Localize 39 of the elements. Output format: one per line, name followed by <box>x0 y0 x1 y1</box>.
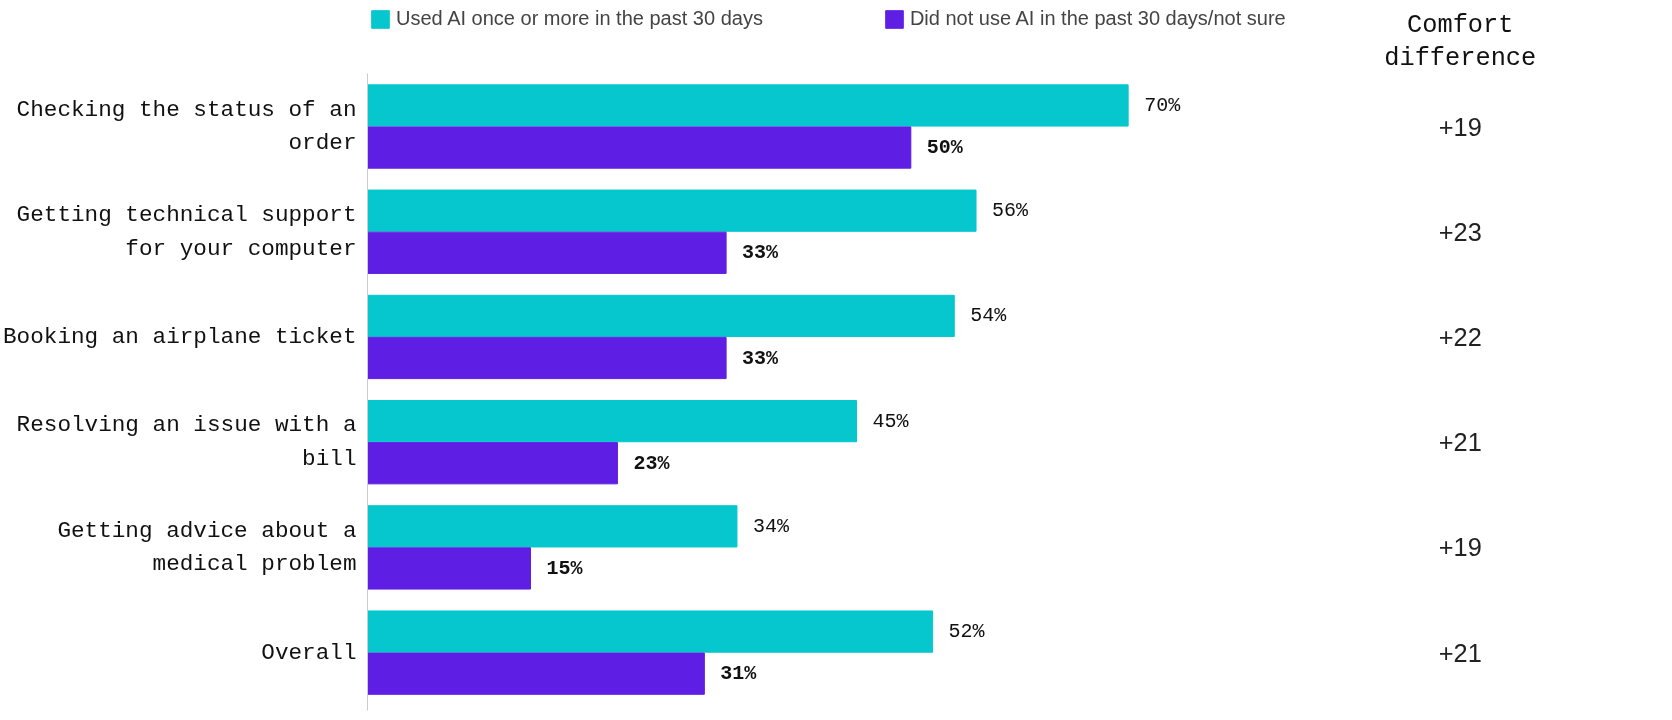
data-label: 52% <box>948 620 986 644</box>
data-label: 56% <box>992 199 1030 223</box>
bar <box>367 84 1129 127</box>
y-tick-label: Overall <box>261 639 357 666</box>
data-label: 70% <box>1144 93 1182 117</box>
bar <box>367 294 955 338</box>
data-label: 34% <box>752 514 790 538</box>
text: +21 <box>1438 428 1482 457</box>
data-label: 54% <box>970 304 1008 328</box>
text: +19 <box>1438 112 1482 141</box>
y-tick-label: Getting advice about a medical problem <box>57 517 357 578</box>
bar <box>367 400 857 443</box>
legend-label: Did not use AI in the past 30 days/not sure <box>909 7 1286 30</box>
bar <box>367 126 912 169</box>
bar <box>367 336 727 380</box>
bar <box>367 505 738 548</box>
data-label: 33% <box>742 241 780 265</box>
y-tick-label: Getting technical support for your computer <box>16 201 357 262</box>
text: +19 <box>1438 533 1482 562</box>
y-tick-label: Booking an airplane ticket <box>3 323 357 350</box>
bar <box>367 547 531 590</box>
legend-label: Used AI once or more in the past 30 days <box>396 7 763 30</box>
data-label: 33% <box>742 346 780 370</box>
bar <box>367 231 727 274</box>
text: +22 <box>1438 322 1482 351</box>
text: +23 <box>1438 217 1482 246</box>
y-tick-label: Checking the status of an order <box>16 96 357 157</box>
text: +21 <box>1438 638 1482 667</box>
bar <box>367 189 977 232</box>
bar <box>367 442 618 485</box>
y-tick-label: Resolving an issue with a bill <box>16 412 357 473</box>
data-label: 45% <box>872 409 910 433</box>
data-label: 50% <box>926 136 964 160</box>
bar <box>367 610 934 653</box>
bar <box>367 652 705 695</box>
data-label: 23% <box>633 451 671 475</box>
data-label: 15% <box>546 556 584 580</box>
text: Comfort difference <box>1384 11 1537 74</box>
data-label: 31% <box>720 662 758 686</box>
